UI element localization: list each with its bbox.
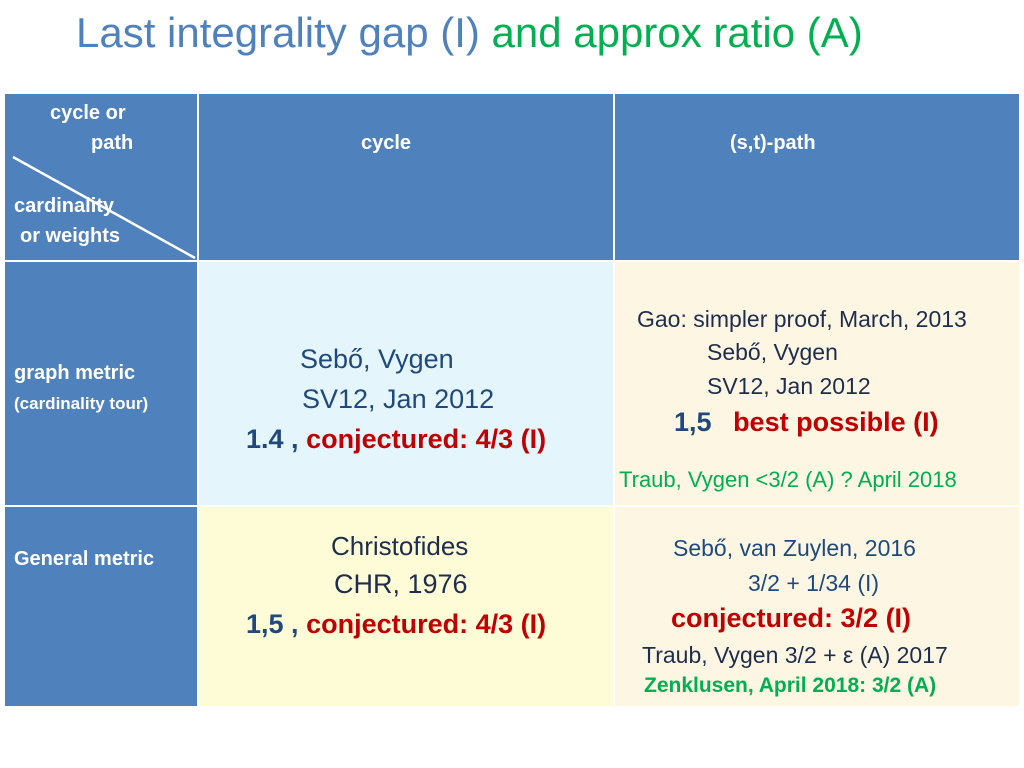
column-header-path: (s,t)-path	[615, 94, 1019, 260]
title-part-approx: and approx ratio (A)	[491, 9, 863, 56]
graph-path-best-possible: best possible (I)	[733, 407, 939, 437]
graph-path-result: 1,5 best possible (I)	[674, 407, 939, 438]
column-header-cycle-label: cycle	[361, 132, 412, 154]
graph-cycle-ratio: 1.4 ,	[246, 424, 299, 454]
corner-label-cardinality: cardinality	[14, 195, 115, 217]
corner-label-path: path	[91, 132, 134, 154]
cell-general-cycle: Christofides CHR, 1976 1,5 , conjectured…	[199, 507, 613, 706]
cell-graph-path: Gao: simpler proof, March, 2013 Sebő, Vy…	[615, 262, 1019, 505]
graph-cycle-conjecture: conjectured: 4/3 (I)	[306, 424, 547, 454]
row-label-cardinality-tour: (cardinality tour)	[14, 394, 149, 413]
corner-header-cell: cycle or path cardinality or weights	[5, 94, 197, 260]
row-header-graph-metric: graph metric (cardinality tour)	[5, 262, 197, 505]
general-cycle-result: 1,5 , conjectured: 4/3 (I)	[246, 609, 546, 640]
row-label-general-metric: General metric	[14, 548, 155, 570]
general-path-bound: 3/2 + 1/34 (I)	[748, 570, 880, 596]
graph-path-traub-vygen: Traub, Vygen <3/2 (A) ? April 2018	[619, 467, 957, 492]
page-title: Last integrality gap (I) and approx rati…	[76, 8, 863, 58]
graph-path-authors: Sebő, Vygen	[707, 339, 838, 365]
graph-path-gao-proof: Gao: simpler proof, March, 2013	[637, 306, 967, 332]
cell-general-path: Sebő, van Zuylen, 2016 3/2 + 1/34 (I) co…	[615, 507, 1019, 706]
title-part-integrality: Last integrality gap (I)	[76, 9, 480, 56]
general-cycle-authors: Christofides	[331, 531, 469, 561]
general-cycle-ratio: 1,5 ,	[246, 609, 299, 639]
corner-diagonal-line	[12, 155, 196, 260]
corner-label-cycle-or: cycle or	[50, 102, 126, 124]
row-header-general-metric: General metric	[5, 507, 197, 706]
graph-cycle-result: 1.4 , conjectured: 4/3 (I)	[246, 424, 546, 455]
general-path-zenklusen: Zenklusen, April 2018: 3/2 (A)	[644, 674, 937, 697]
column-header-cycle: cycle	[199, 94, 613, 260]
graph-cycle-authors: Sebő, Vygen	[300, 344, 454, 374]
corner-label-weights: or weights	[20, 225, 121, 247]
cell-graph-cycle: Sebő, Vygen SV12, Jan 2012 1.4 , conject…	[199, 262, 613, 505]
general-path-traub-vygen: Traub, Vygen 3/2 + ε (A) 2017	[642, 642, 948, 668]
column-header-path-label: (s,t)-path	[730, 132, 816, 154]
general-path-conjecture: conjectured: 3/2 (I)	[671, 603, 912, 633]
general-cycle-reference: CHR, 1976	[334, 569, 468, 599]
general-path-sebo-van-zuylen: Sebő, van Zuylen, 2016	[673, 535, 916, 561]
row-label-graph-metric: graph metric	[14, 362, 136, 384]
graph-cycle-reference: SV12, Jan 2012	[302, 384, 495, 414]
graph-path-reference: SV12, Jan 2012	[707, 373, 871, 399]
graph-path-ratio: 1,5	[674, 407, 712, 437]
general-cycle-conjecture: conjectured: 4/3 (I)	[306, 609, 547, 639]
